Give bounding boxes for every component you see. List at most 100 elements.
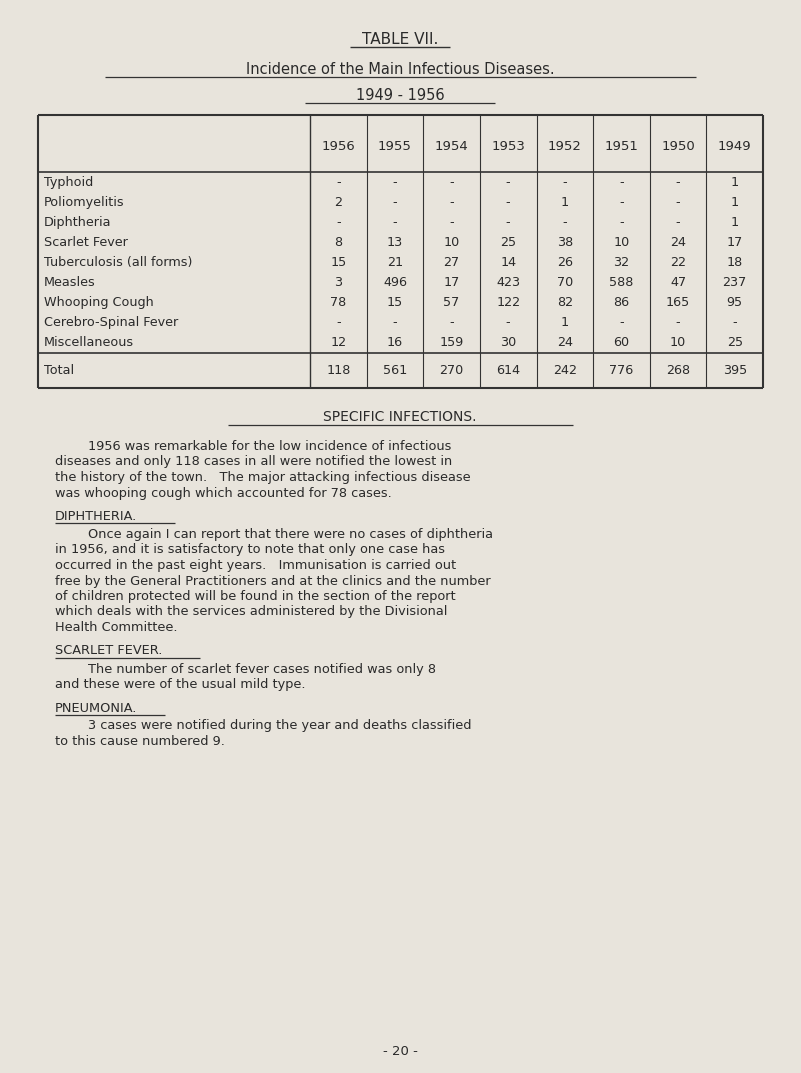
Text: Total: Total — [44, 364, 74, 377]
Text: -: - — [619, 195, 624, 208]
Text: 1: 1 — [731, 195, 739, 208]
Text: Typhoid: Typhoid — [44, 176, 93, 189]
Text: 3 cases were notified during the year and deaths classified: 3 cases were notified during the year an… — [55, 720, 472, 733]
Text: 395: 395 — [723, 364, 747, 377]
Text: 25: 25 — [727, 337, 743, 350]
Text: 18: 18 — [727, 256, 743, 269]
Text: 1949: 1949 — [718, 139, 751, 153]
Text: Whooping Cough: Whooping Cough — [44, 296, 154, 309]
Text: 561: 561 — [383, 364, 407, 377]
Text: 22: 22 — [670, 256, 686, 269]
Text: 21: 21 — [387, 256, 403, 269]
Text: The number of scarlet fever cases notified was only 8: The number of scarlet fever cases notifi… — [55, 662, 436, 676]
Text: Incidence of the Main Infectious Diseases.: Incidence of the Main Infectious Disease… — [246, 62, 554, 77]
Text: -: - — [619, 317, 624, 329]
Text: 1950: 1950 — [661, 139, 695, 153]
Text: and these were of the usual mild type.: and these were of the usual mild type. — [55, 678, 305, 691]
Text: 16: 16 — [387, 337, 403, 350]
Text: 237: 237 — [723, 276, 747, 289]
Text: Measles: Measles — [44, 276, 96, 289]
Text: 165: 165 — [666, 296, 690, 309]
Text: 10: 10 — [670, 337, 686, 350]
Text: 25: 25 — [500, 236, 517, 249]
Text: in 1956, and it is satisfactory to note that only one case has: in 1956, and it is satisfactory to note … — [55, 544, 445, 557]
Text: 95: 95 — [727, 296, 743, 309]
Text: 26: 26 — [557, 256, 573, 269]
Text: 12: 12 — [330, 337, 346, 350]
Text: -: - — [449, 317, 454, 329]
Text: -: - — [392, 176, 397, 189]
Text: 1954: 1954 — [435, 139, 469, 153]
Text: 588: 588 — [610, 276, 634, 289]
Text: 14: 14 — [500, 256, 517, 269]
Text: 70: 70 — [557, 276, 573, 289]
Text: -: - — [392, 195, 397, 208]
Text: 1952: 1952 — [548, 139, 582, 153]
Text: Health Committee.: Health Committee. — [55, 621, 178, 634]
Text: -: - — [392, 216, 397, 229]
Text: -: - — [336, 176, 340, 189]
Text: diseases and only 118 cases in all were notified the lowest in: diseases and only 118 cases in all were … — [55, 456, 453, 469]
Text: 17: 17 — [444, 276, 460, 289]
Text: 38: 38 — [557, 236, 573, 249]
Text: TABLE VII.: TABLE VII. — [362, 32, 438, 47]
Text: 1949 - 1956: 1949 - 1956 — [356, 88, 445, 103]
Text: 1: 1 — [731, 216, 739, 229]
Text: -: - — [619, 216, 624, 229]
Text: -: - — [676, 195, 680, 208]
Text: -: - — [392, 317, 397, 329]
Text: -: - — [336, 317, 340, 329]
Text: 1953: 1953 — [491, 139, 525, 153]
Text: Diphtheria: Diphtheria — [44, 216, 111, 229]
Text: 13: 13 — [387, 236, 403, 249]
Text: free by the General Practitioners and at the clinics and the number: free by the General Practitioners and at… — [55, 574, 491, 588]
Text: occurred in the past eight years.   Immunisation is carried out: occurred in the past eight years. Immuni… — [55, 559, 456, 572]
Text: 3: 3 — [334, 276, 342, 289]
Text: 47: 47 — [670, 276, 686, 289]
Text: - 20 -: - 20 - — [383, 1045, 417, 1058]
Text: Tuberculosis (all forms): Tuberculosis (all forms) — [44, 256, 192, 269]
Text: 17: 17 — [727, 236, 743, 249]
Text: -: - — [562, 176, 567, 189]
Text: 1: 1 — [561, 195, 569, 208]
Text: -: - — [676, 176, 680, 189]
Text: DIPHTHERIA.: DIPHTHERIA. — [55, 510, 137, 523]
Text: 15: 15 — [387, 296, 403, 309]
Text: 8: 8 — [334, 236, 342, 249]
Text: -: - — [449, 195, 454, 208]
Text: SPECIFIC INFECTIONS.: SPECIFIC INFECTIONS. — [324, 410, 477, 424]
Text: 32: 32 — [614, 256, 630, 269]
Text: the history of the town.   The major attacking infectious disease: the history of the town. The major attac… — [55, 471, 471, 484]
Text: Poliomyelitis: Poliomyelitis — [44, 195, 125, 208]
Text: 78: 78 — [330, 296, 347, 309]
Text: -: - — [449, 216, 454, 229]
Text: 1956 was remarkable for the low incidence of infectious: 1956 was remarkable for the low incidenc… — [55, 440, 452, 453]
Text: 122: 122 — [496, 296, 521, 309]
Text: -: - — [506, 195, 510, 208]
Text: which deals with the services administered by the Divisional: which deals with the services administer… — [55, 605, 448, 618]
Text: 159: 159 — [440, 337, 464, 350]
Text: -: - — [506, 317, 510, 329]
Text: 776: 776 — [610, 364, 634, 377]
Text: 30: 30 — [500, 337, 517, 350]
Text: 2: 2 — [334, 195, 342, 208]
Text: 496: 496 — [383, 276, 407, 289]
Text: 24: 24 — [670, 236, 686, 249]
Text: -: - — [562, 216, 567, 229]
Text: 15: 15 — [330, 256, 347, 269]
Text: Cerebro-Spinal Fever: Cerebro-Spinal Fever — [44, 317, 179, 329]
Text: 82: 82 — [557, 296, 573, 309]
Text: 118: 118 — [326, 364, 351, 377]
Text: of children protected will be found in the section of the report: of children protected will be found in t… — [55, 590, 456, 603]
Text: PNEUMONIA.: PNEUMONIA. — [55, 702, 138, 715]
Text: 1955: 1955 — [378, 139, 412, 153]
Text: -: - — [506, 176, 510, 189]
Text: -: - — [506, 216, 510, 229]
Text: 242: 242 — [553, 364, 577, 377]
Text: -: - — [336, 216, 340, 229]
Text: -: - — [449, 176, 454, 189]
Text: 86: 86 — [614, 296, 630, 309]
Text: 10: 10 — [444, 236, 460, 249]
Text: was whooping cough which accounted for 78 cases.: was whooping cough which accounted for 7… — [55, 486, 392, 500]
Text: -: - — [676, 216, 680, 229]
